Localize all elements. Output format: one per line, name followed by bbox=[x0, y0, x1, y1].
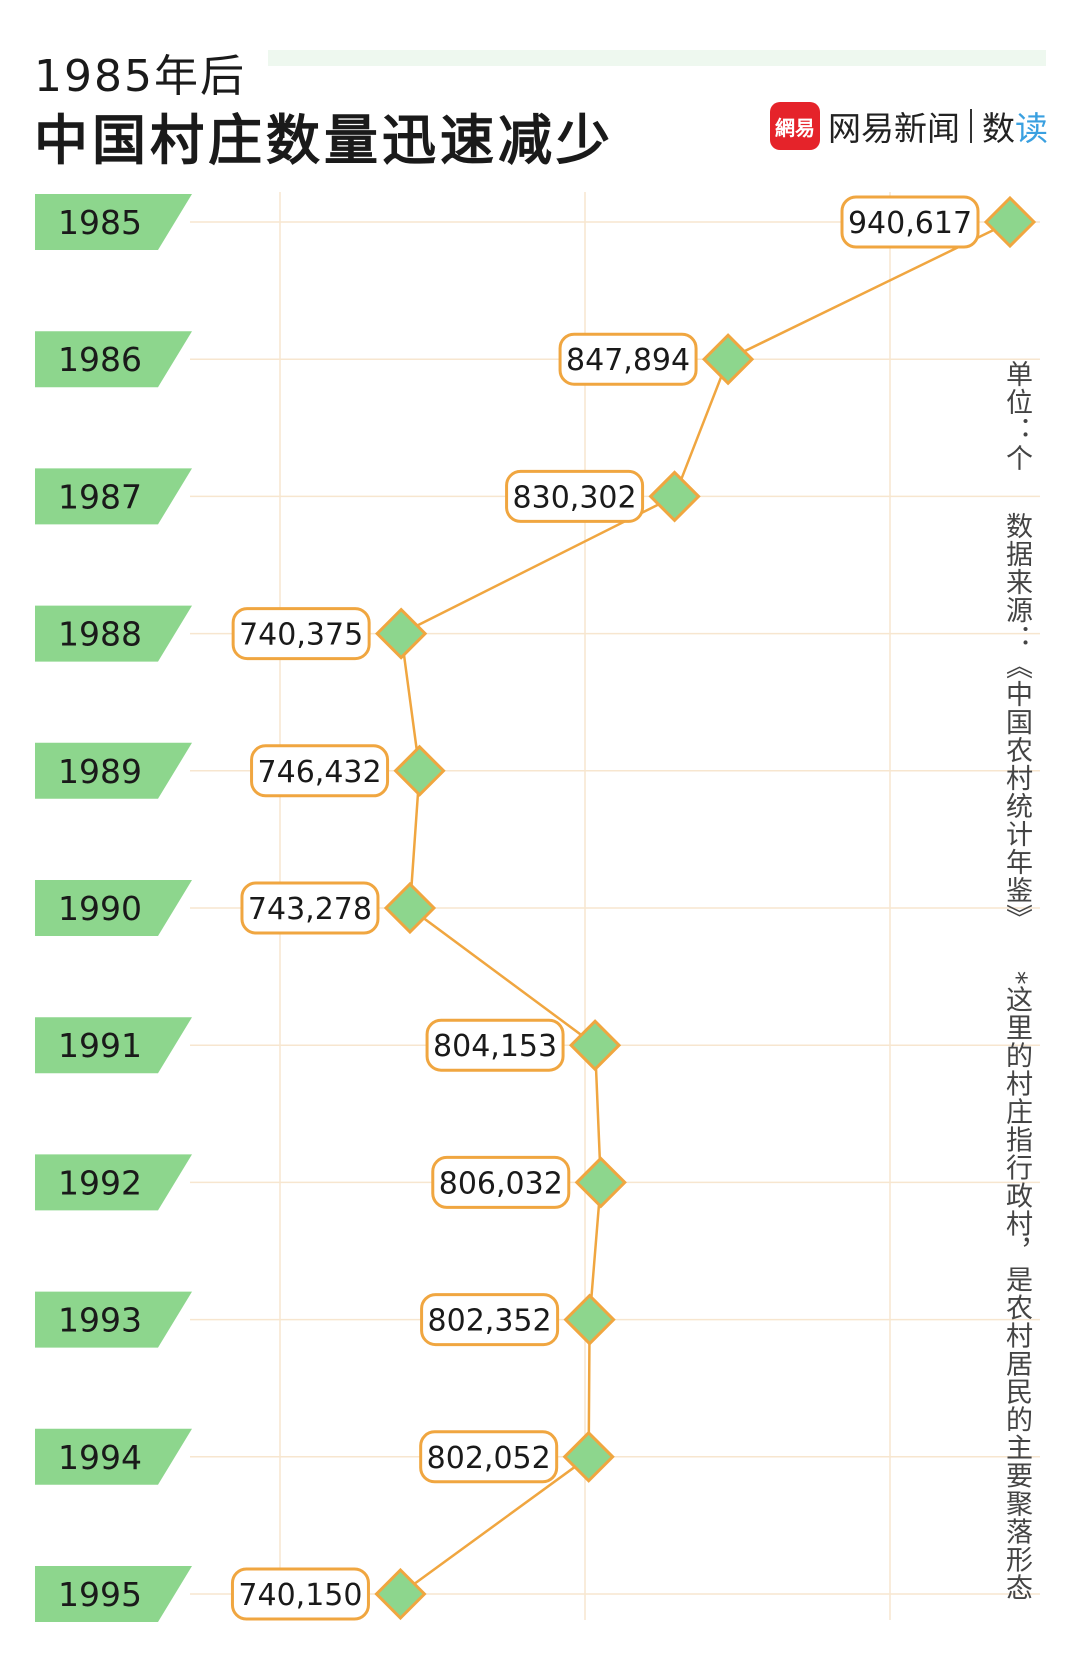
value-box-1994 bbox=[419, 1430, 559, 1484]
value-label-1990: 743,278 bbox=[248, 892, 372, 927]
brand-separator bbox=[970, 109, 972, 143]
marker-1986 bbox=[701, 333, 755, 386]
marker-1994 bbox=[562, 1430, 615, 1483]
source-note: 数据来源：《中国农村统计年鉴》 bbox=[1001, 511, 1032, 932]
year-band-1992 bbox=[35, 1154, 192, 1211]
marker-1987 bbox=[648, 470, 701, 523]
header: 1985年后 中国村庄数量迅速减少 網易 网易新闻 数读 bbox=[0, 0, 1080, 180]
marker-1988 bbox=[375, 607, 428, 660]
unit-note: 单位：个 bbox=[1001, 360, 1032, 472]
brand-column: 数读 bbox=[982, 102, 1048, 150]
year-band-1988 bbox=[35, 605, 192, 662]
year-band-1989 bbox=[35, 742, 192, 799]
marker-1993 bbox=[563, 1293, 616, 1346]
brand: 網易 网易新闻 数读 bbox=[770, 102, 1048, 150]
year-band-1987 bbox=[35, 468, 192, 525]
value-label-1994: 802,052 bbox=[427, 1441, 551, 1476]
value-label-1986: 847,894 bbox=[566, 343, 690, 378]
value-box-1992 bbox=[431, 1155, 571, 1209]
marker-1985 bbox=[983, 195, 1037, 249]
value-box-1990 bbox=[240, 881, 380, 935]
year-label-1990: 1990 bbox=[58, 889, 142, 928]
value-label-1987: 830,302 bbox=[513, 480, 637, 515]
year-label-1989: 1989 bbox=[58, 752, 142, 791]
year-label-1988: 1988 bbox=[58, 615, 142, 654]
decorative-bar bbox=[268, 50, 1046, 66]
value-label-1985: 940,617 bbox=[848, 206, 972, 241]
year-band-1993 bbox=[35, 1291, 192, 1348]
value-label-1991: 804,153 bbox=[433, 1029, 557, 1064]
footnote: *这里的村庄指行政村，是农村居民的主要聚落形态 bbox=[1001, 971, 1032, 1602]
marker-1992 bbox=[574, 1156, 627, 1209]
value-label-1989: 746,432 bbox=[258, 755, 382, 790]
value-box-1986 bbox=[558, 332, 698, 386]
value-label-1988: 740,375 bbox=[239, 618, 363, 653]
value-box-1985 bbox=[840, 195, 980, 249]
year-band-1995 bbox=[35, 1566, 192, 1622]
year-label-1995: 1995 bbox=[58, 1575, 142, 1614]
year-band-1986 bbox=[35, 331, 192, 388]
marker-1989 bbox=[393, 744, 446, 797]
value-box-1989 bbox=[250, 744, 390, 798]
brand-name: 网易新闻 bbox=[828, 109, 960, 148]
year-label-1994: 1994 bbox=[58, 1438, 142, 1477]
value-label-1995: 740,150 bbox=[238, 1578, 362, 1613]
value-label-1993: 802,352 bbox=[428, 1304, 552, 1339]
value-box-1988 bbox=[231, 607, 371, 661]
year-band-1991 bbox=[35, 1017, 192, 1074]
year-label-1985: 1985 bbox=[58, 203, 142, 242]
marker-1991 bbox=[568, 1019, 622, 1072]
brand-column-post: 读 bbox=[1015, 109, 1048, 148]
value-box-1995 bbox=[230, 1567, 370, 1621]
year-label-1991: 1991 bbox=[58, 1026, 142, 1065]
year-band-1985 bbox=[35, 194, 192, 250]
value-label-1992: 806,032 bbox=[439, 1166, 563, 1201]
year-band-1994 bbox=[35, 1428, 192, 1485]
value-box-1987 bbox=[505, 469, 645, 523]
brand-column-pre: 数 bbox=[982, 109, 1015, 148]
value-box-1993 bbox=[420, 1293, 560, 1347]
chart-title: 中国村庄数量迅速减少 bbox=[34, 109, 614, 172]
brand-logo-icon: 網易 bbox=[770, 102, 820, 150]
marker-1990 bbox=[383, 881, 437, 935]
marker-1995 bbox=[374, 1567, 427, 1621]
year-label-1986: 1986 bbox=[58, 340, 142, 379]
chart-subtitle: 1985年后 bbox=[34, 51, 246, 102]
side-note: 单位：个 数据来源：《中国农村统计年鉴》 *这里的村庄指行政村，是农村居民的主要… bbox=[990, 360, 1032, 1602]
year-label-1992: 1992 bbox=[58, 1163, 142, 1202]
year-band-1990 bbox=[35, 880, 192, 936]
year-label-1993: 1993 bbox=[58, 1301, 142, 1340]
year-label-1987: 1987 bbox=[58, 477, 142, 516]
value-box-1991 bbox=[425, 1018, 565, 1072]
